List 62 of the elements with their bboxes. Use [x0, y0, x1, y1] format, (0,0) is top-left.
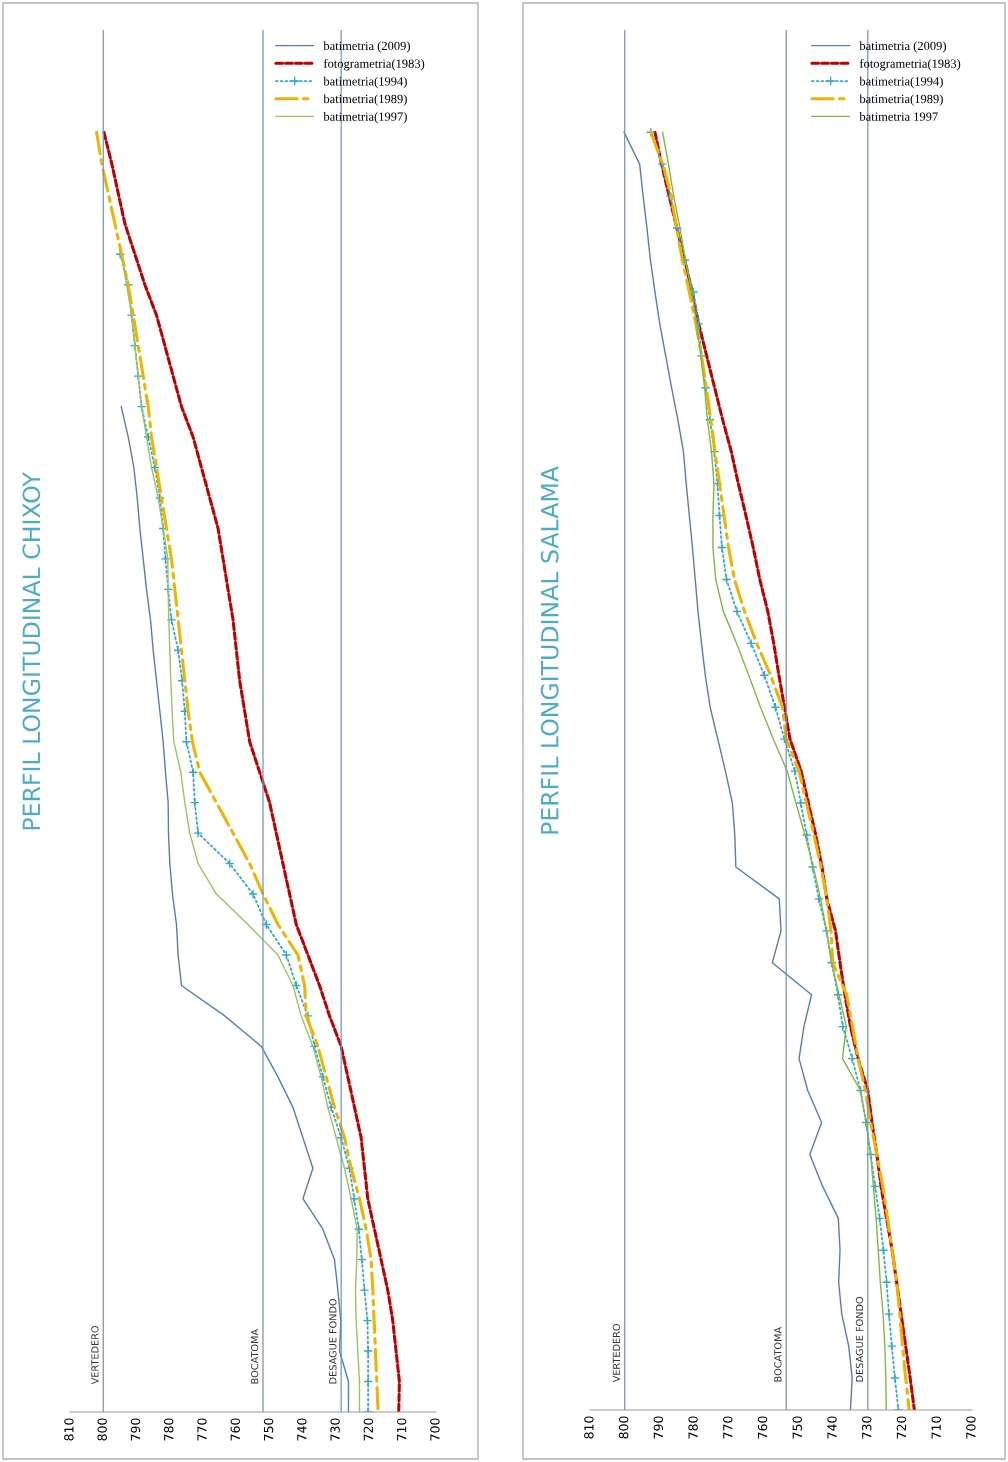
x-tick-label: 700 [966, 1416, 976, 1439]
point [746, 638, 756, 649]
point [847, 1053, 858, 1064]
x-tick-label: 710 [931, 1416, 941, 1439]
point [281, 950, 292, 960]
legend-label: batimetria (2009) [323, 41, 410, 53]
legend-label: batimetria(1994) [859, 76, 943, 89]
legend-label: batimetria(1989) [859, 94, 943, 106]
x-tick-label: 740 [297, 1418, 307, 1441]
ref-line-label: BOCATOMA [250, 1328, 259, 1384]
x-tick-label: 810 [64, 1418, 74, 1441]
point [248, 889, 258, 899]
point [732, 606, 742, 617]
point [359, 1285, 370, 1295]
x-tick-label: 700 [430, 1418, 440, 1441]
legend-label: batimetria 1997 [859, 112, 938, 121]
point [795, 798, 806, 808]
legend-label: fotogrametria(1983) [859, 58, 961, 71]
legend-label: batimetria(1997) [323, 112, 407, 124]
x-tick-label: 750 [792, 1416, 802, 1439]
x-tick-label: 780 [163, 1418, 174, 1441]
ref-line-label: DESAGUE FONDO [329, 1298, 337, 1384]
legend-label: fotogrametria(1983) [323, 58, 425, 71]
point [886, 1341, 897, 1351]
x-tick-label: 730 [330, 1418, 340, 1441]
x-tick-label: 790 [653, 1416, 664, 1439]
point [166, 614, 177, 625]
x-tick-label: 810 [584, 1416, 594, 1439]
x-tick-label: 770 [723, 1416, 733, 1439]
point [717, 542, 727, 553]
text: PERFIL LONGITUDINAL SALAMA [540, 466, 559, 834]
legend-label: batimetria(1989) [323, 94, 407, 106]
x-tick-label: 780 [688, 1416, 698, 1439]
x-tick-label: 720 [363, 1418, 374, 1441]
x-tick-label: 740 [827, 1416, 837, 1439]
x-tick-label: 790 [130, 1418, 141, 1441]
legend-label: batimetria(1994) [323, 76, 407, 89]
point [884, 1309, 894, 1320]
point [193, 828, 203, 838]
x-tick-label: 760 [230, 1418, 240, 1441]
point [890, 1373, 900, 1383]
point [813, 894, 824, 904]
legend-label: batimetria (2009) [859, 41, 946, 53]
ref-line-label: VERTEDERO [612, 1323, 621, 1383]
x-tick-label: 800 [97, 1418, 107, 1441]
point [363, 1376, 373, 1387]
ref-line-label: DESAGUE FONDO [855, 1296, 864, 1382]
x-tick-label: 800 [618, 1416, 629, 1439]
point [837, 1021, 848, 1032]
point [363, 1346, 373, 1356]
point [160, 554, 171, 564]
x-tick-label: 750 [263, 1418, 274, 1441]
point [870, 1181, 880, 1192]
x-tick-label: 760 [757, 1416, 768, 1439]
text: PERFIL LONGITUDINAL CHIXOY [22, 472, 41, 830]
x-tick-label: 710 [396, 1418, 407, 1441]
x-tick-label: 730 [861, 1416, 872, 1439]
ref-line-label: VERTEDERO [91, 1325, 99, 1385]
ref-line-label: BOCATOMA [774, 1327, 782, 1382]
x-tick-label: 720 [896, 1416, 907, 1439]
point [188, 767, 198, 778]
x-tick-label: 770 [197, 1418, 207, 1441]
